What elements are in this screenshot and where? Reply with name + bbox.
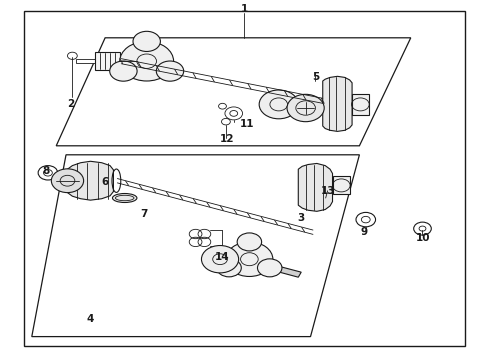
Text: 5: 5 xyxy=(311,72,318,82)
Polygon shape xyxy=(76,59,95,63)
Text: 8: 8 xyxy=(43,166,50,176)
Text: 12: 12 xyxy=(220,134,234,144)
Polygon shape xyxy=(95,52,120,70)
Circle shape xyxy=(225,242,272,276)
Text: 7: 7 xyxy=(140,209,148,219)
Circle shape xyxy=(201,246,238,273)
Text: 14: 14 xyxy=(215,252,229,262)
Polygon shape xyxy=(298,163,332,211)
Circle shape xyxy=(413,222,430,235)
Circle shape xyxy=(120,41,173,81)
Circle shape xyxy=(257,259,282,277)
Text: 9: 9 xyxy=(360,227,367,237)
Polygon shape xyxy=(332,176,349,194)
Polygon shape xyxy=(271,265,301,277)
Polygon shape xyxy=(56,38,410,146)
Polygon shape xyxy=(322,76,351,131)
Circle shape xyxy=(355,212,375,227)
Text: 1: 1 xyxy=(241,4,247,14)
Circle shape xyxy=(109,61,137,81)
Circle shape xyxy=(286,94,324,122)
Polygon shape xyxy=(67,161,113,200)
Text: 6: 6 xyxy=(102,177,108,187)
Circle shape xyxy=(259,90,298,119)
Polygon shape xyxy=(351,94,368,115)
Circle shape xyxy=(38,166,58,180)
Circle shape xyxy=(51,169,83,193)
Ellipse shape xyxy=(112,194,137,202)
Circle shape xyxy=(216,259,241,277)
Text: 13: 13 xyxy=(320,186,334,196)
Text: 11: 11 xyxy=(239,119,254,129)
Circle shape xyxy=(133,31,160,51)
Text: 2: 2 xyxy=(67,99,74,109)
Circle shape xyxy=(156,61,183,81)
Text: 3: 3 xyxy=(297,213,304,223)
Circle shape xyxy=(237,233,261,251)
Text: 10: 10 xyxy=(415,233,429,243)
Text: 4: 4 xyxy=(86,314,94,324)
Polygon shape xyxy=(32,155,359,337)
